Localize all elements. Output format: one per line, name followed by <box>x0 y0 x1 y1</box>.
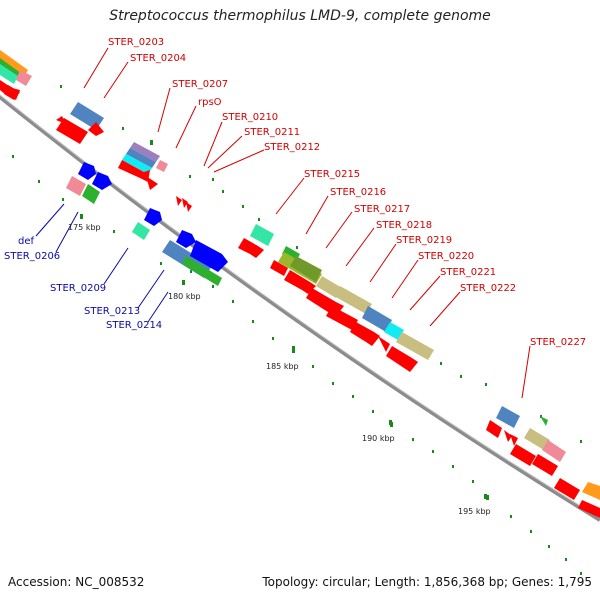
scale-label-185: 185 kbp <box>266 362 299 371</box>
leader-lines-top <box>83 47 531 399</box>
gene-label[interactable]: STER_0214 <box>106 320 162 331</box>
genome-backbone <box>0 94 600 522</box>
outer-tick-ring <box>60 85 582 443</box>
gene-label[interactable]: STER_0219 <box>396 235 452 246</box>
feature-cluster-0207 <box>118 142 192 212</box>
gene-label[interactable]: STER_0209 <box>50 283 106 294</box>
feature-cluster-topleft <box>0 50 32 100</box>
gene-label[interactable]: STER_0212 <box>264 142 320 153</box>
gene-label[interactable]: STER_0210 <box>222 112 278 123</box>
scale-ticks <box>80 214 487 499</box>
gene-label[interactable]: STER_0217 <box>354 204 410 215</box>
feature-cluster-0215 <box>238 224 434 372</box>
genome-backbone-highlight <box>0 94 600 519</box>
gene-label[interactable]: STER_0213 <box>84 306 140 317</box>
scale-label-175: 175 kbp <box>68 223 101 232</box>
leader-lines-bottom <box>35 203 169 323</box>
gene-label[interactable]: STER_0218 <box>376 220 432 231</box>
gene-label[interactable]: STER_0216 <box>330 187 386 198</box>
scale-label-180: 180 kbp <box>168 292 201 301</box>
gene-label[interactable]: STER_0204 <box>130 53 186 64</box>
gene-label[interactable]: STER_0220 <box>418 251 474 262</box>
feature-cluster-0227 <box>486 406 600 518</box>
gene-label[interactable]: STER_0203 <box>108 37 164 48</box>
gene-label[interactable]: STER_0211 <box>244 127 300 138</box>
gene-label[interactable]: rpsO <box>198 97 222 108</box>
feature-cluster-def <box>66 162 196 248</box>
gene-label[interactable]: STER_0222 <box>460 283 516 294</box>
gene-label[interactable]: STER_0207 <box>172 79 228 90</box>
gene-label[interactable]: def <box>18 236 35 247</box>
scale-label-190: 190 kbp <box>362 434 395 443</box>
scale-label-195: 195 kbp <box>458 507 491 516</box>
map-title: Streptococcus thermophilus LMD-9, comple… <box>109 8 491 24</box>
gene-label[interactable]: STER_0221 <box>440 267 496 278</box>
feature-cluster-0203 <box>56 102 104 144</box>
gene-label[interactable]: STER_0215 <box>304 169 360 180</box>
feature-cluster-0213 <box>162 240 228 286</box>
gene-label[interactable]: STER_0206 <box>4 251 60 262</box>
topology-text: Topology: circular; Length: 1,856,368 bp… <box>262 575 592 589</box>
gene-label[interactable]: STER_0227 <box>530 337 586 348</box>
accession-text: Accession: NC_008532 <box>8 575 145 589</box>
